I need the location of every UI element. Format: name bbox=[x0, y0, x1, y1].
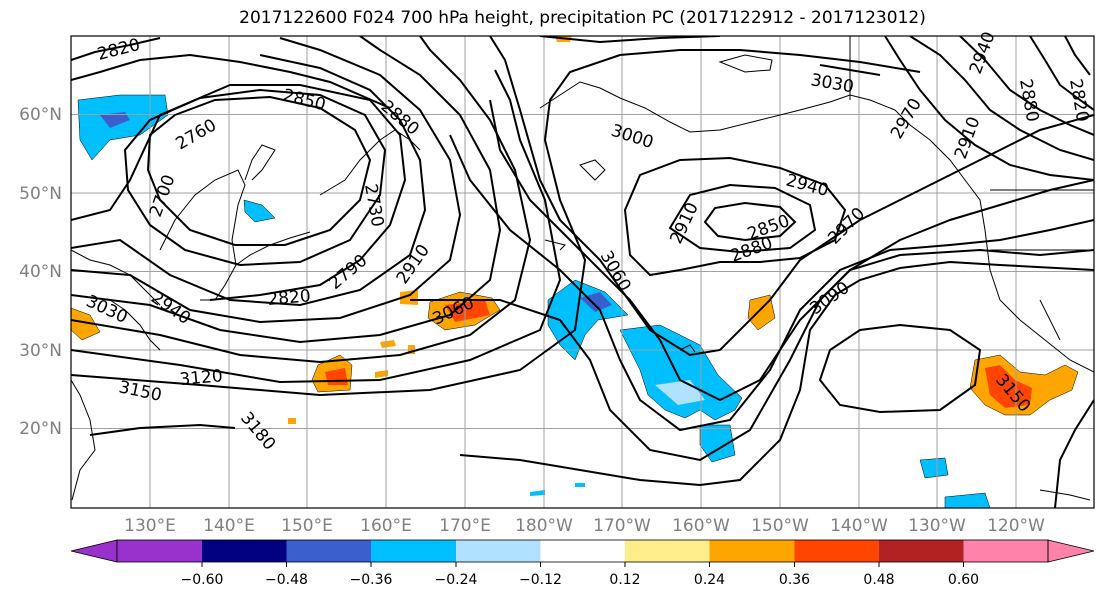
colorbar-tick-label: −0.36 bbox=[350, 572, 393, 588]
colorbar-segment bbox=[709, 540, 795, 562]
latitude-labels: 60°N 50°N 40°N 30°N 20°N bbox=[19, 105, 62, 439]
colorbar-tick-label: 0.60 bbox=[948, 572, 979, 588]
lon-label: 130°W bbox=[908, 516, 966, 536]
lat-label-40n: 40°N bbox=[19, 262, 62, 282]
colorbar-segment bbox=[879, 540, 964, 562]
colorbar-tick-label: 0.36 bbox=[779, 572, 810, 588]
colorbar-segment bbox=[117, 540, 202, 562]
colorbar-tick-label: 0.12 bbox=[609, 572, 640, 588]
colorbar-segment bbox=[540, 540, 625, 562]
lon-label: 140°W bbox=[830, 516, 888, 536]
longitude-labels: 130°E 140°E 150°E 160°E 170°E 180°W 170°… bbox=[124, 516, 1045, 536]
colorbar-segment bbox=[286, 540, 371, 562]
colorbar-tick-label: 0.48 bbox=[863, 572, 894, 588]
lon-label: 130°E bbox=[124, 516, 176, 536]
lon-label: 160°E bbox=[360, 516, 412, 536]
precip-blue-nw bbox=[77, 94, 169, 161]
height-contours bbox=[71, 36, 1094, 508]
lon-label: 180°W bbox=[515, 516, 573, 536]
precipitation-shading bbox=[71, 36, 1079, 508]
lat-label-60n: 60°N bbox=[19, 105, 62, 125]
lon-label: 150°W bbox=[751, 516, 809, 536]
map-frame bbox=[70, 35, 1095, 509]
lon-label: 140°E bbox=[203, 516, 255, 536]
colorbar-segment bbox=[371, 540, 456, 562]
colorbar: −0.60 −0.48 −0.36 −0.24 −0.12 0.12 0.24 … bbox=[70, 539, 1095, 588]
colorbar-segment bbox=[456, 540, 541, 562]
colorbar-left-extend bbox=[70, 539, 118, 563]
colorbar-segment bbox=[202, 540, 287, 562]
lon-label: 170°W bbox=[593, 516, 651, 536]
lon-label: 160°W bbox=[672, 516, 730, 536]
colorbar-tick-label: 0.24 bbox=[694, 572, 725, 588]
map-area bbox=[71, 36, 1094, 508]
colorbar-tick-label: −0.48 bbox=[265, 572, 308, 588]
colorbar-segment bbox=[963, 540, 1048, 562]
colorbar-segment bbox=[625, 540, 710, 562]
lat-label-50n: 50°N bbox=[19, 184, 62, 204]
colorbar-tick-label: −0.12 bbox=[519, 572, 562, 588]
lon-label: 120°W bbox=[987, 516, 1045, 536]
lon-label: 170°E bbox=[439, 516, 491, 536]
colorbar-segment bbox=[794, 540, 879, 562]
map-title: 2017122600 F024 700 hPa height, precipit… bbox=[239, 8, 926, 28]
contour-label: 2820 bbox=[267, 286, 312, 310]
precip-blue-japan bbox=[243, 199, 276, 223]
colorbar-tick-label: −0.24 bbox=[435, 572, 478, 588]
colorbar-right-extend bbox=[1047, 539, 1095, 563]
lon-label: 150°E bbox=[281, 516, 333, 536]
contour-label: 3120 bbox=[179, 366, 224, 390]
lat-label-30n: 30°N bbox=[19, 341, 62, 361]
gridlines bbox=[71, 36, 1094, 508]
precip-blue-central bbox=[547, 279, 629, 361]
lat-label-20n: 20°N bbox=[19, 419, 62, 439]
colorbar-tick-label: −0.60 bbox=[181, 572, 224, 588]
